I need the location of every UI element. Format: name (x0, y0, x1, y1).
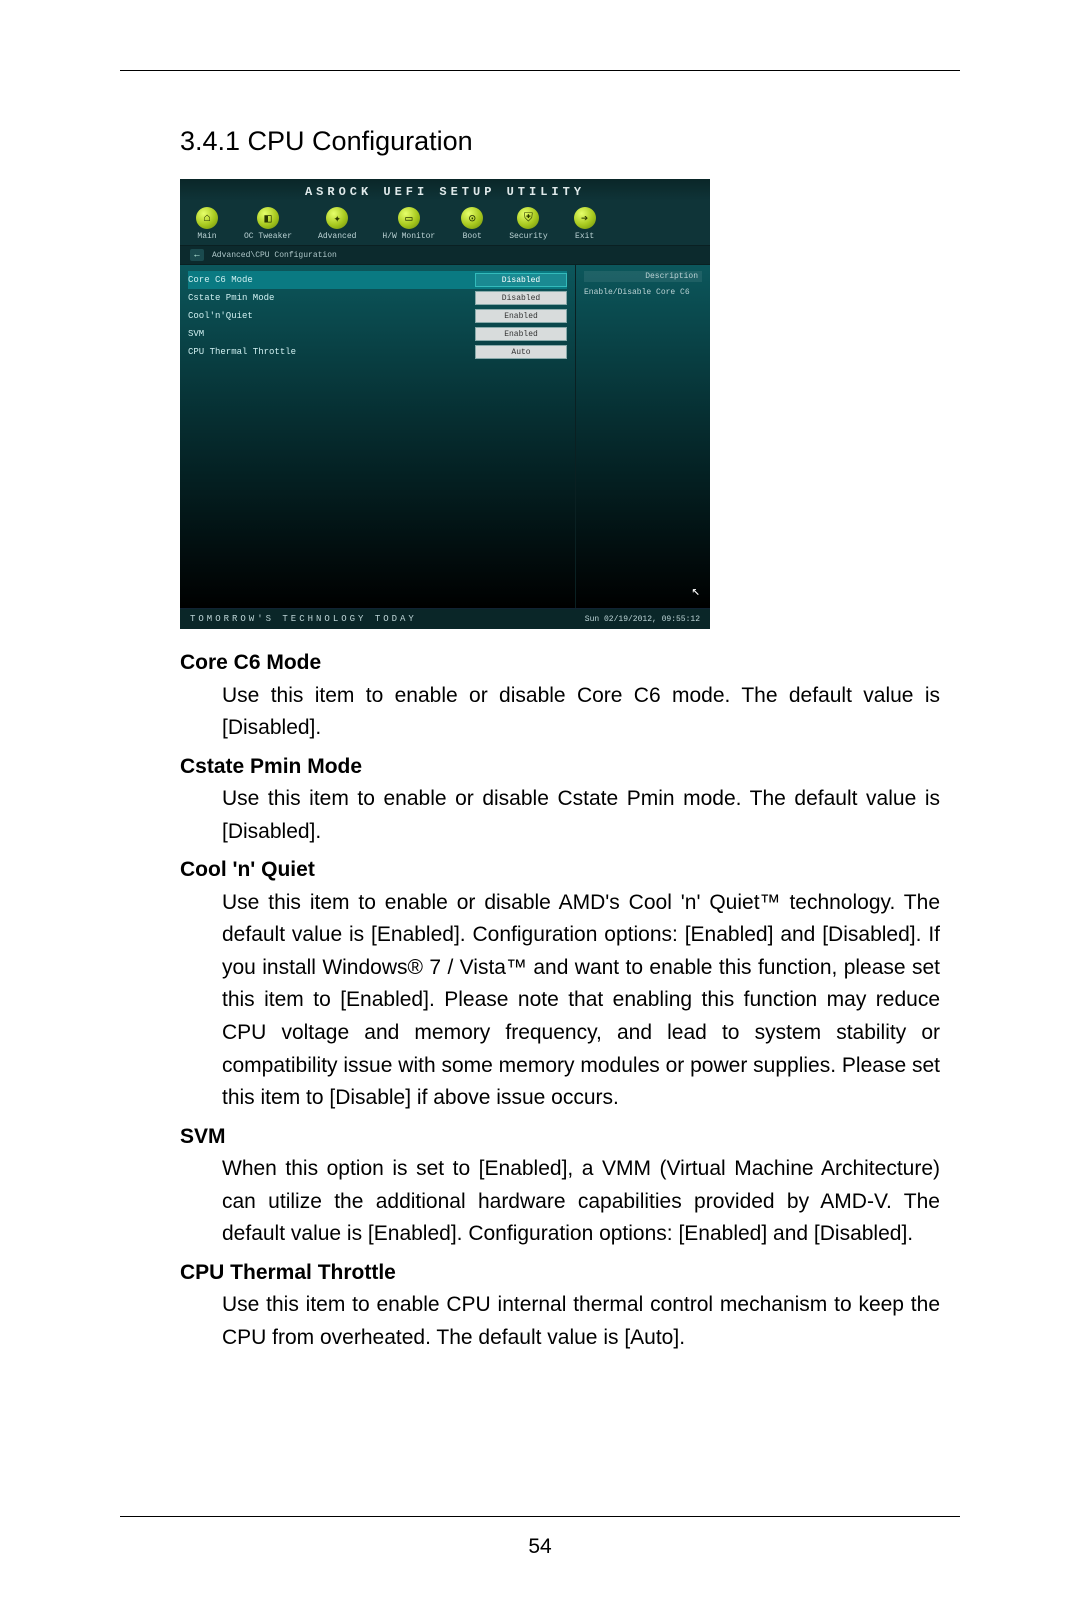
bios-description-panel: Description Enable/Disable Core C6 ↖ (575, 265, 710, 608)
option-core-c6[interactable]: Core C6 Mode Disabled (188, 271, 567, 289)
bios-footer: TOMORROW'S TECHNOLOGY TODAY Sun 02/19/20… (180, 608, 710, 629)
option-label: CPU Thermal Throttle (188, 347, 475, 357)
tab-label: OC Tweaker (244, 232, 292, 241)
tab-exit[interactable]: ➔ Exit (574, 207, 596, 241)
bios-options: Core C6 Mode Disabled Cstate Pmin Mode D… (180, 265, 575, 608)
bios-header: ASROCK UEFI SETUP UTILITY (180, 179, 710, 201)
option-label: Cool'n'Quiet (188, 311, 475, 321)
item-body: Use this item to enable CPU internal the… (222, 1289, 940, 1354)
option-label: Cstate Pmin Mode (188, 293, 475, 303)
bios-breadcrumb: ← Advanced\CPU Configuration (180, 245, 710, 265)
item-title: Core C6 Mode (180, 647, 940, 680)
back-icon[interactable]: ← (190, 249, 204, 261)
tab-label: Exit (575, 232, 594, 241)
item-title: Cool 'n' Quiet (180, 854, 940, 887)
cursor-icon: ↖ (692, 583, 700, 600)
footer-datetime: Sun 02/19/2012, 09:55:12 (585, 615, 700, 624)
bottom-rule (120, 1516, 960, 1517)
option-svm[interactable]: SVM Enabled (188, 325, 567, 343)
item-body: When this option is set to [Enabled], a … (222, 1153, 940, 1251)
section-title: 3.4.1 CPU Configuration (180, 126, 960, 157)
oc-icon: ◧ (257, 207, 279, 229)
item-body: Use this item to enable or disable Core … (222, 680, 940, 745)
option-value[interactable]: Enabled (475, 327, 567, 341)
footer-slogan: TOMORROW'S TECHNOLOGY TODAY (190, 614, 417, 624)
option-value[interactable]: Enabled (475, 309, 567, 323)
tab-label: Main (197, 232, 216, 241)
item-body: Use this item to enable or disable Cstat… (222, 783, 940, 848)
description-text: Enable/Disable Core C6 (584, 288, 690, 297)
option-label: SVM (188, 329, 475, 339)
item-title: CPU Thermal Throttle (180, 1257, 940, 1290)
tab-advanced[interactable]: ✦ Advanced (318, 207, 356, 241)
item-cpu-thermal-throttle: CPU Thermal Throttle Use this item to en… (180, 1257, 940, 1355)
item-cstate-pmin: Cstate Pmin Mode Use this item to enable… (180, 751, 940, 849)
option-value[interactable]: Auto (475, 345, 567, 359)
tab-boot[interactable]: ⊙ Boot (461, 207, 483, 241)
bios-tabs: ⌂ Main ◧ OC Tweaker ✦ Advanced ▭ H/W Mon… (180, 201, 710, 245)
item-core-c6: Core C6 Mode Use this item to enable or … (180, 647, 940, 745)
item-svm: SVM When this option is set to [Enabled]… (180, 1121, 940, 1251)
bios-body: Core C6 Mode Disabled Cstate Pmin Mode D… (180, 265, 710, 608)
advanced-icon: ✦ (326, 207, 348, 229)
description-title: Description (584, 271, 702, 282)
tab-oc-tweaker[interactable]: ◧ OC Tweaker (244, 207, 292, 241)
option-cpu-thermal-throttle[interactable]: CPU Thermal Throttle Auto (188, 343, 567, 361)
breadcrumb-text: Advanced\CPU Configuration (212, 251, 337, 260)
option-cstate-pmin[interactable]: Cstate Pmin Mode Disabled (188, 289, 567, 307)
page-number: 54 (120, 1535, 960, 1559)
item-title: SVM (180, 1121, 940, 1154)
exit-icon: ➔ (574, 207, 596, 229)
document-body: Core C6 Mode Use this item to enable or … (180, 647, 940, 1360)
tab-label: Security (509, 232, 547, 241)
monitor-icon: ▭ (398, 207, 420, 229)
option-value[interactable]: Disabled (475, 291, 567, 305)
option-value[interactable]: Disabled (475, 273, 567, 287)
tab-main[interactable]: ⌂ Main (196, 207, 218, 241)
boot-icon: ⊙ (461, 207, 483, 229)
tab-hw-monitor[interactable]: ▭ H/W Monitor (382, 207, 435, 241)
item-title: Cstate Pmin Mode (180, 751, 940, 784)
item-cool-n-quiet: Cool 'n' Quiet Use this item to enable o… (180, 854, 940, 1114)
home-icon: ⌂ (196, 207, 218, 229)
bios-screenshot: ASROCK UEFI SETUP UTILITY ⌂ Main ◧ OC Tw… (180, 179, 710, 629)
tab-security[interactable]: ⛨ Security (509, 207, 547, 241)
tab-label: H/W Monitor (382, 232, 435, 241)
option-label: Core C6 Mode (188, 275, 475, 285)
security-icon: ⛨ (517, 207, 539, 229)
option-cool-n-quiet[interactable]: Cool'n'Quiet Enabled (188, 307, 567, 325)
tab-label: Boot (463, 232, 482, 241)
tab-label: Advanced (318, 232, 356, 241)
top-rule (120, 70, 960, 71)
item-body: Use this item to enable or disable AMD's… (222, 887, 940, 1115)
